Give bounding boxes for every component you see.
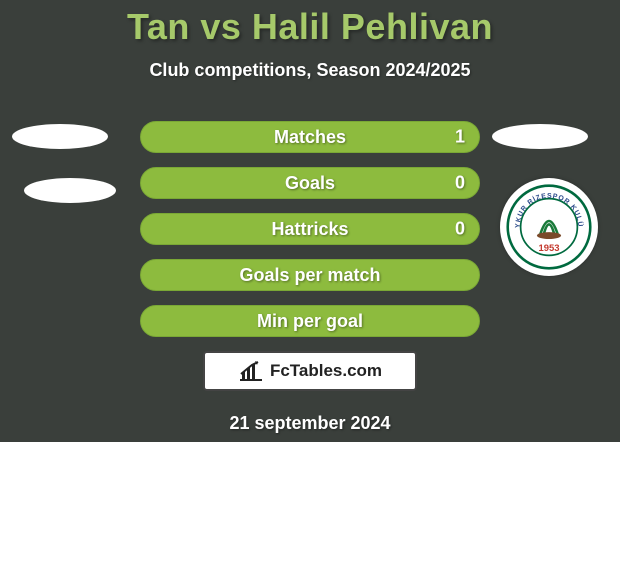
stat-label: Goals per match (141, 265, 479, 286)
stat-right-value: 0 (455, 173, 465, 194)
stat-row: Goals0 (140, 167, 480, 199)
avatar-placeholder-right-0 (492, 124, 588, 149)
stat-label: Min per goal (141, 311, 479, 332)
club-logo-year: 1953 (538, 243, 559, 254)
subtitle: Club competitions, Season 2024/2025 (0, 60, 620, 81)
source-badge: FcTables.com (203, 351, 417, 391)
page-title: Tan vs Halil Pehlivan (0, 0, 620, 48)
rizespor-icon: ÇAYKUR RİZESPOR KULÜBÜ 1953 (506, 184, 592, 270)
avatar-placeholder-left-0 (12, 124, 108, 149)
stat-row: Min per goal (140, 305, 480, 337)
stat-label: Goals (141, 173, 479, 194)
stat-row: Goals per match (140, 259, 480, 291)
comparison-card: Tan vs Halil Pehlivan Club competitions,… (0, 0, 620, 442)
date: 21 september 2024 (0, 413, 620, 434)
stat-row: Hattricks0 (140, 213, 480, 245)
avatar-placeholder-left-1 (24, 178, 116, 203)
club-logo-right: ÇAYKUR RİZESPOR KULÜBÜ 1953 (500, 178, 598, 276)
stat-label: Matches (141, 127, 479, 148)
source-badge-text: FcTables.com (270, 361, 382, 381)
stat-right-value: 0 (455, 219, 465, 240)
stat-label: Hattricks (141, 219, 479, 240)
bar-chart-icon (238, 360, 264, 382)
stat-right-value: 1 (455, 127, 465, 148)
stat-row: Matches1 (140, 121, 480, 153)
